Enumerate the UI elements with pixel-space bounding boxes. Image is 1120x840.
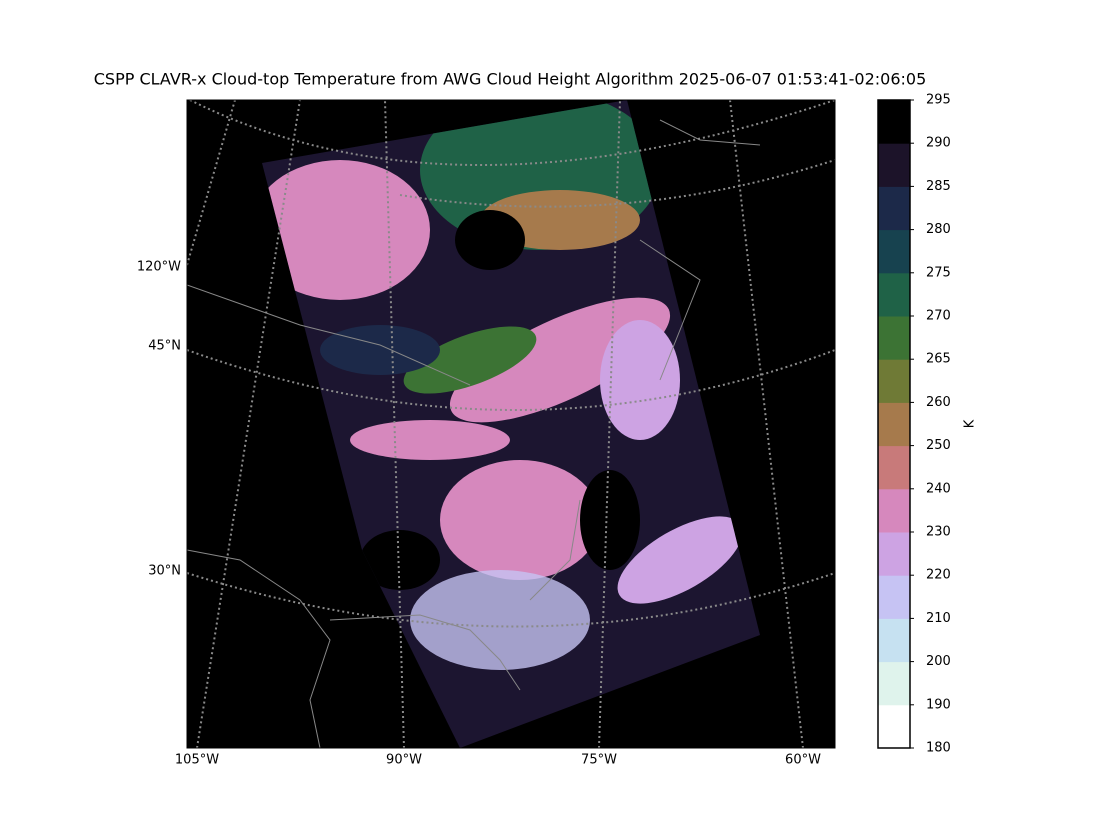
- colorbar-tick-label: 220: [926, 568, 951, 583]
- colorbar-segment: [878, 359, 910, 403]
- colorbar-segment: [878, 532, 910, 576]
- lon-label: 75°W: [581, 753, 617, 768]
- colorbar-segment: [878, 575, 910, 619]
- colorbar-tick-label: 210: [926, 611, 951, 626]
- colorbar-segment: [878, 661, 910, 706]
- lat-label: 30°N: [148, 564, 181, 579]
- colorbar-tick-label: 295: [926, 93, 951, 108]
- colorbar-tick-label: 260: [926, 395, 951, 410]
- colorbar-segment: [878, 272, 910, 317]
- lon-label: 60°W: [785, 753, 821, 768]
- map: [187, 100, 835, 748]
- colorbar: 180 190 200 210 220 230 240 250 260 265 270 275 280 2…: [877, 93, 951, 756]
- colorbar-segment: [878, 143, 910, 187]
- colorbar-tick-label: 240: [926, 481, 951, 496]
- lon-label: 90°W: [386, 753, 422, 768]
- lon-label: 105°W: [175, 753, 219, 768]
- colorbar-tick-label: 250: [926, 438, 951, 453]
- colorbar-segment: [878, 186, 910, 231]
- colorbar-tick-label: 190: [926, 697, 951, 712]
- colorbar-tick-label: 200: [926, 654, 951, 669]
- colorbar-segment: [878, 316, 910, 360]
- colorbar-segment: [878, 704, 910, 749]
- map-frame: [186, 99, 836, 749]
- colorbar-tick-label: 280: [926, 222, 951, 237]
- colorbar-label: K: [963, 419, 978, 428]
- colorbar-tick-label: 285: [926, 179, 951, 194]
- colorbar-tick-label: 290: [926, 136, 951, 151]
- colorbar-tick-label: 265: [926, 352, 951, 367]
- colorbar-segment: [878, 488, 910, 533]
- colorbar-segment: [878, 445, 910, 490]
- colorbar-tick-label: 230: [926, 525, 951, 540]
- colorbar-tick-label: 275: [926, 265, 951, 280]
- colorbar-tick-label: 180: [926, 741, 951, 756]
- colorbar-segment: [878, 229, 910, 274]
- title: CSPP CLAVR-x Cloud-top Temperature from …: [94, 70, 927, 89]
- colorbar-segment: [878, 100, 910, 144]
- lat-label: 120°W: [137, 260, 181, 275]
- colorbar-frame: [877, 99, 911, 749]
- colorbar-segment: [878, 618, 910, 663]
- lat-label: 45°N: [148, 339, 181, 354]
- colorbar-tick-label: 270: [926, 309, 951, 324]
- colorbar-segment: [878, 402, 910, 447]
